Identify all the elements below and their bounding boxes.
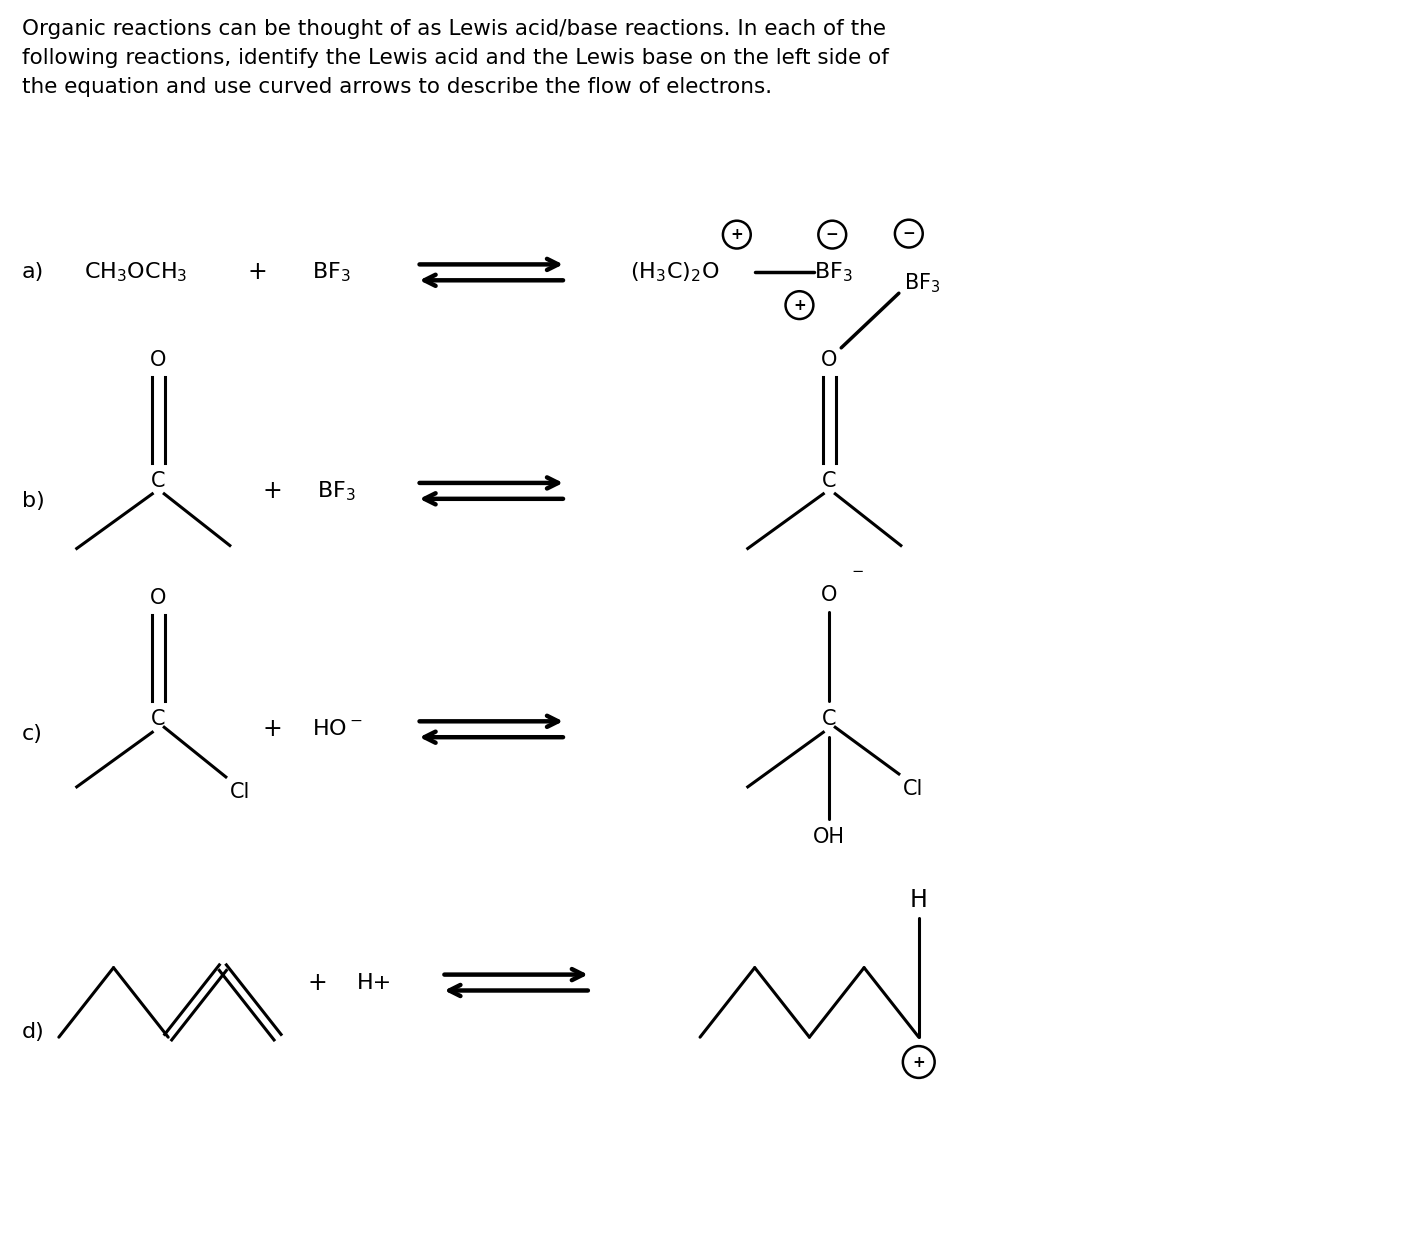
Text: d): d)	[23, 1022, 45, 1042]
Text: O: O	[150, 588, 167, 608]
Text: +: +	[248, 260, 267, 284]
Text: −: −	[826, 227, 839, 242]
Text: H: H	[910, 888, 928, 913]
Text: BF$_3$: BF$_3$	[815, 260, 853, 284]
Text: O: O	[821, 585, 838, 605]
Text: +: +	[307, 971, 327, 994]
Text: Cl: Cl	[229, 782, 250, 802]
Text: $^{-}$: $^{-}$	[852, 567, 865, 588]
Text: O: O	[821, 350, 838, 370]
Text: +: +	[263, 479, 283, 503]
Text: (H$_3$C)$_2$O: (H$_3$C)$_2$O	[631, 260, 720, 284]
Text: HO$^-$: HO$^-$	[313, 719, 364, 739]
Text: +: +	[913, 1054, 925, 1070]
Text: C: C	[822, 709, 836, 729]
Text: +: +	[263, 717, 283, 742]
Text: H+: H+	[357, 972, 392, 992]
Text: C: C	[151, 709, 166, 729]
Text: Cl: Cl	[903, 779, 923, 799]
Text: BF$_3$: BF$_3$	[904, 272, 941, 295]
Text: BF$_3$: BF$_3$	[317, 479, 357, 502]
Text: OH: OH	[814, 827, 845, 847]
Text: C: C	[822, 471, 836, 491]
Text: Organic reactions can be thought of as Lewis acid/base reactions. In each of the: Organic reactions can be thought of as L…	[23, 19, 889, 97]
Text: C: C	[151, 471, 166, 491]
Text: O: O	[150, 350, 167, 370]
Text: −: −	[903, 226, 916, 241]
Text: b): b)	[23, 491, 45, 511]
Text: a): a)	[23, 263, 44, 283]
Text: BF$_3$: BF$_3$	[313, 260, 351, 284]
Text: +: +	[730, 227, 743, 242]
Text: +: +	[792, 298, 805, 312]
Text: CH$_3$OCH$_3$: CH$_3$OCH$_3$	[83, 260, 187, 284]
Text: c): c)	[23, 724, 42, 744]
